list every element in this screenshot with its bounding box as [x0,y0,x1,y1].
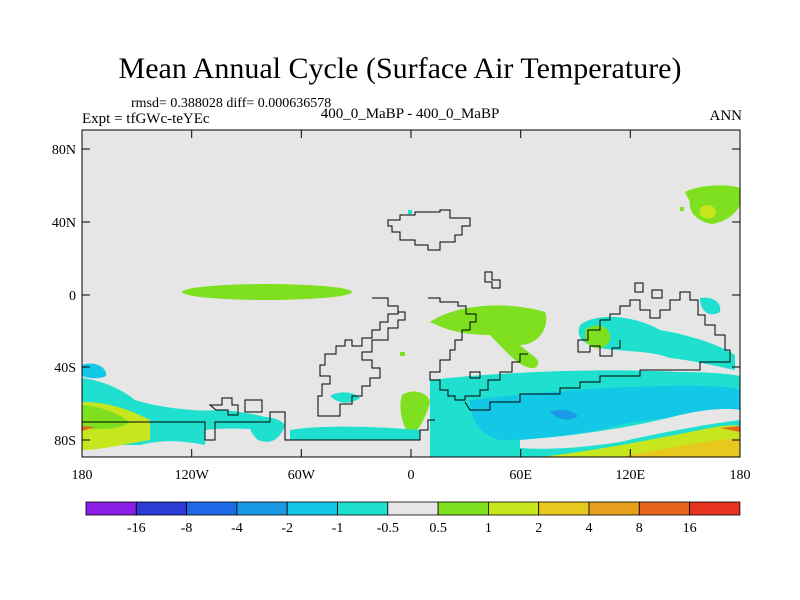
colorbar-swatch [85,501,137,516]
coast-europe [387,209,471,251]
colorbar-swatch [186,501,238,516]
x-tick-label: 0 [408,468,415,483]
colorbar-label: -4 [231,521,243,536]
colorbar-label: -0.5 [377,521,399,536]
colorbar-swatch [538,501,590,516]
speck-green-2 [680,207,684,211]
coast-arabia [484,271,501,289]
y-tick-label: 40N [52,216,76,231]
experiment-label: Expt = tfGWc-teYEc [82,111,210,127]
colorbar-swatch [135,501,188,516]
coast-small-islands [208,397,263,416]
colorbar-swatch [689,501,741,516]
region-maritime-cyan [578,316,735,370]
colorbar-swatch [487,501,540,516]
region-se-ocean-orange [720,426,740,432]
colorbar-swatch [437,501,489,516]
colorbar-swatch [337,501,389,516]
y-tick-label: 80N [52,143,76,158]
colorbar-label: 0.5 [429,521,447,536]
coast-southern-arc [464,291,731,411]
x-tick-label: 120W [175,468,210,483]
colorbar-label: 1 [485,521,492,536]
y-tick-label: 40S [54,361,76,376]
colorbar-label: 4 [586,521,593,536]
colorbar-label: 8 [636,521,643,536]
coast-west-antarctic [82,411,435,441]
anomaly-regions [82,185,740,457]
x-axis: 180 120W 60W 0 60E 120E 180 [72,130,751,483]
colorbar-label: -16 [127,521,146,536]
x-tick-label: 180 [730,468,751,483]
x-tick-label: 120E [616,468,646,483]
y-axis: 80N 40N 0 40S 80S [52,143,740,449]
plot-title: Mean Annual Cycle (Surface Air Temperatu… [118,52,682,85]
speck-cyan [408,210,412,214]
x-tick-label: 60E [509,468,532,483]
region-sw-ocean-green [82,405,130,430]
region-sw-ocean-orange [82,426,95,431]
colorbar-label: -8 [181,521,193,536]
colorbar-swatch [387,501,439,516]
region-pacific-green [182,284,352,300]
y-tick-label: 80S [54,434,76,449]
colorbar-swatch [286,501,338,516]
region-s-atlantic-green [400,391,430,436]
speck-green [400,352,405,356]
region-southern-yellow [620,438,740,457]
region-southern-blue [550,409,578,420]
colorbar-swatch [638,501,690,516]
stats-label: rmsd= 0.388028 diff= 0.000636578 [131,96,332,111]
region-africa-green [430,305,547,369]
y-tick-label: 0 [69,289,76,304]
x-tick-label: 180 [72,468,93,483]
region-pacific-cyan [700,297,721,315]
coast-africa [428,297,528,401]
colorbar-label: 2 [535,521,542,536]
region-ne-asia-yellowgreen [700,205,716,219]
comparison-label: 400_0_MaBP - 400_0_MaBP [320,106,500,122]
coastlines [82,209,731,441]
colorbar-label: 16 [683,521,697,536]
colorbar-swatch [588,501,640,516]
region-weddell-cyan [290,426,420,440]
region-maritime-green [585,325,611,349]
region-southern-lightblue [470,385,740,440]
colorbar-label: -1 [332,521,344,536]
colorbar: -16 -8 -4 -2 -1 -0.5 0.5 1 2 4 8 16 [85,501,741,536]
coast-asia-small [634,282,663,299]
coast-australia-north [469,371,481,379]
colorbar-label: -2 [281,521,293,536]
region-antarctic-cyan [249,416,285,442]
region-southern-neutral [520,408,740,449]
region-ne-asia-green [685,185,740,224]
colorbar-swatch [236,501,288,516]
x-tick-label: 60W [288,468,316,483]
season-label: ANN [709,108,743,124]
coast-americas [317,297,406,417]
